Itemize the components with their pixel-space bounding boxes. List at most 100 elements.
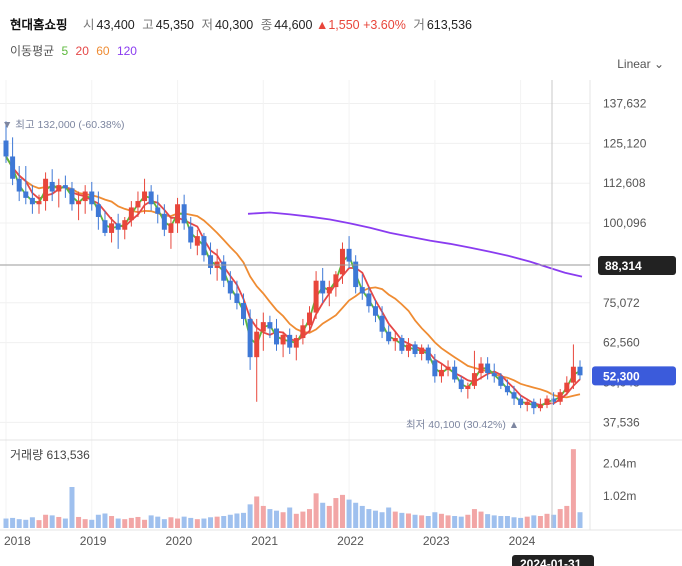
candle-body <box>29 197 35 205</box>
volume-bar <box>161 519 167 528</box>
candle-body <box>392 338 398 342</box>
volume-bar <box>485 514 491 528</box>
candle-body <box>221 261 227 281</box>
candle-body <box>188 226 194 243</box>
volume-bar <box>194 519 200 528</box>
scale-selector[interactable]: Linear ⌄ <box>617 57 664 71</box>
candle-body <box>504 385 510 393</box>
candle-body <box>293 338 299 348</box>
x-tick-label: 2021 <box>251 534 278 548</box>
ma120-line <box>247 211 583 278</box>
moving-average-legend[interactable]: 이동평균 5 20 60 120 <box>10 42 137 59</box>
volume-bar <box>155 516 161 528</box>
y-tick-label: 75,072 <box>603 296 640 310</box>
ma20-label[interactable]: 20 <box>75 44 89 58</box>
candle-body <box>148 191 154 205</box>
scale-selector-label: Linear <box>617 57 651 71</box>
candle-body <box>518 398 524 405</box>
x-tick-label: 2019 <box>80 534 107 548</box>
volume-bar <box>102 513 108 528</box>
candle-body <box>498 376 504 386</box>
chevron-down-icon: ⌄ <box>653 57 664 71</box>
y-tick-label: 62,560 <box>603 336 640 350</box>
candle-body <box>478 363 484 374</box>
candle-body <box>161 213 167 230</box>
all-time-high-annotation: ▼ 최고 132,000 (-60.38%) <box>2 119 125 131</box>
volume-bar <box>577 512 583 528</box>
change-pct: +3.60% <box>363 18 406 32</box>
high-label: 고 <box>142 18 154 32</box>
volume-bar <box>518 517 524 528</box>
close-label: 종 <box>260 18 273 32</box>
volume-bar <box>293 513 299 528</box>
volume-bar <box>320 502 326 528</box>
candle-body <box>570 366 576 383</box>
volume-bar <box>471 509 477 528</box>
volume-bar <box>148 515 154 528</box>
open-label: 시 <box>83 18 95 32</box>
candle-body <box>445 366 451 370</box>
candle-body <box>458 379 464 390</box>
all-time-low-annotation: 최저 40,100 (30.42%) ▲ <box>406 419 519 431</box>
volume-bar <box>419 515 425 528</box>
volume-tick-label: 2.04m <box>603 457 636 471</box>
volume-bar <box>366 509 372 528</box>
candle-body <box>465 385 471 390</box>
y-tick-label: 100,096 <box>603 216 647 230</box>
volume-bar <box>260 505 266 528</box>
volume-panel-value: 613,536 <box>46 448 90 462</box>
low-value: 40,300 <box>214 18 254 32</box>
volume-bar <box>537 516 543 528</box>
candle-body <box>43 178 49 202</box>
candle-body <box>155 207 161 214</box>
candle-body <box>102 220 108 233</box>
candle-body <box>333 274 339 288</box>
high-value: 45,350 <box>155 18 194 32</box>
volume-bar <box>379 512 385 528</box>
volume-bar <box>135 516 141 528</box>
volume-bar <box>109 516 115 528</box>
volume-bar <box>544 513 550 528</box>
candle-body <box>313 280 319 313</box>
volume-bar <box>214 516 220 528</box>
volume-bar <box>62 518 68 528</box>
volume-bar <box>181 516 187 528</box>
candle-body <box>326 287 332 294</box>
ma5-label[interactable]: 5 <box>61 44 69 58</box>
candle-body <box>62 185 68 189</box>
candle-body <box>320 280 326 294</box>
candle-body <box>485 363 491 374</box>
volume-bar <box>326 505 332 528</box>
candle-body <box>386 331 392 342</box>
candle-body <box>280 334 286 345</box>
candle-body <box>274 328 280 345</box>
candle-body <box>10 156 16 179</box>
volume-bar <box>43 514 49 528</box>
ma120-label[interactable]: 120 <box>116 44 137 58</box>
candle-body <box>287 334 293 348</box>
volume-value: 613,536 <box>426 18 473 32</box>
candle-body <box>306 312 312 326</box>
candle-body <box>135 201 141 208</box>
low-label: 저 <box>201 18 213 32</box>
ma60-label[interactable]: 60 <box>96 44 110 58</box>
change-up-icon: ▲ <box>315 18 329 32</box>
crosshair-date-badge <box>512 555 594 566</box>
y-tick-label: 125,120 <box>603 136 647 150</box>
volume-bar <box>425 516 431 528</box>
volume-bar <box>95 514 101 528</box>
candle-body <box>76 201 82 205</box>
candle-body <box>142 191 148 202</box>
volume-bar <box>478 511 484 528</box>
crosshair-date-label: 2024-01-31 <box>520 557 582 566</box>
volume-bar <box>504 516 510 528</box>
candle-body <box>227 280 233 294</box>
volume-bar <box>313 493 319 528</box>
candle-body <box>399 338 405 351</box>
volume-bar <box>280 512 286 528</box>
candle-body <box>491 373 497 377</box>
candle-body <box>194 236 200 246</box>
candle-body <box>537 404 543 409</box>
candle-body <box>208 255 214 268</box>
